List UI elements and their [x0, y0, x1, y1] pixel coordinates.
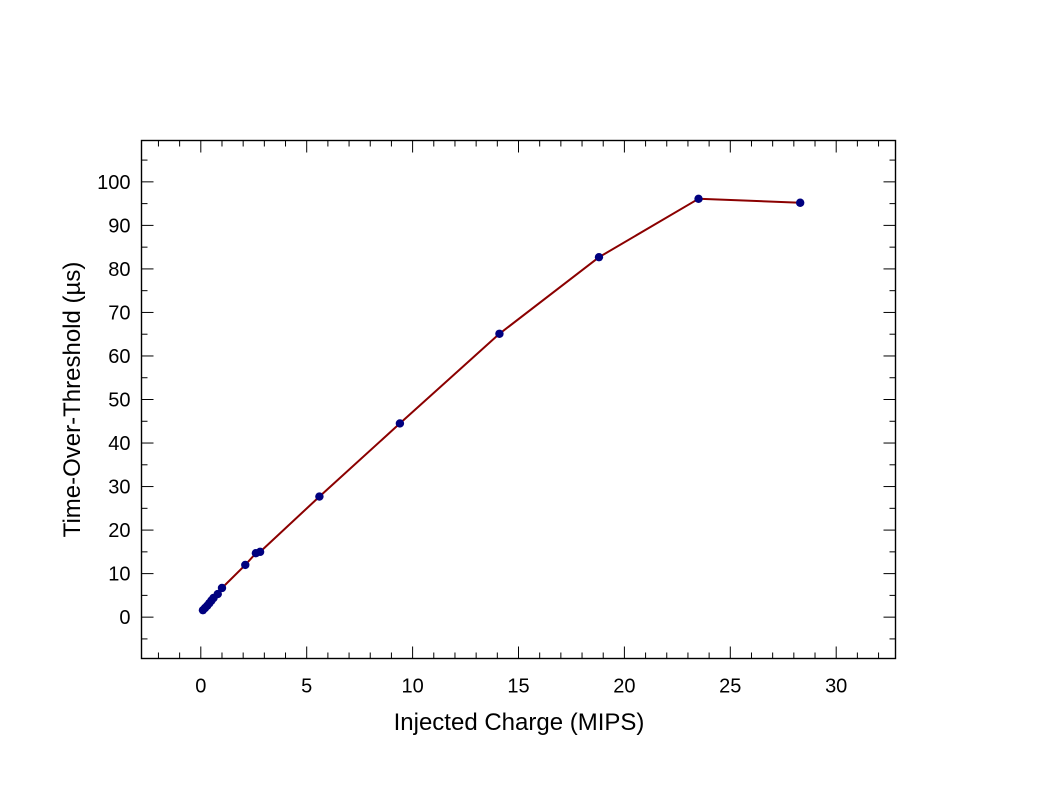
data-point — [495, 329, 504, 338]
x-tick-label: 0 — [195, 676, 206, 698]
data-point — [594, 252, 604, 262]
y-tick-label: 40 — [108, 433, 130, 455]
y-tick-label: 0 — [119, 607, 130, 629]
y-tick-label: 10 — [108, 564, 130, 586]
series-layer — [198, 194, 805, 615]
data-point — [255, 547, 265, 557]
tick-marks — [141, 140, 896, 659]
x-tick-label: 25 — [719, 676, 741, 698]
y-tick-label: 50 — [108, 390, 130, 412]
x-axis-title: Injected Charge (MIPS) — [394, 709, 645, 736]
x-tick-label: 20 — [613, 676, 635, 698]
data-point — [217, 583, 227, 593]
y-tick-label: 70 — [108, 302, 130, 324]
y-axis-title: Time-Over-Threshold (µs) — [59, 262, 86, 538]
x-tick-labels: 0 5 10 15 20 25 30 — [195, 676, 847, 698]
data-point — [315, 492, 324, 501]
y-tick-label: 90 — [108, 215, 130, 237]
plot-frame — [140, 139, 897, 660]
x-tick-label: 5 — [301, 676, 312, 698]
data-point — [694, 194, 703, 204]
y-tick-labels: 0 10 20 30 40 50 60 70 80 90 100 — [97, 172, 130, 629]
y-tick-label: 80 — [108, 259, 130, 281]
y-tick-label: 100 — [97, 172, 130, 194]
x-tick-label: 30 — [825, 676, 847, 698]
x-tick-label: 10 — [401, 676, 423, 698]
data-point — [395, 419, 405, 428]
data-point — [213, 589, 222, 599]
y-tick-label: 20 — [108, 520, 130, 542]
y-tick-label: 30 — [108, 477, 130, 499]
data-point — [241, 560, 250, 570]
x-tick-label: 15 — [507, 676, 529, 698]
y-tick-label: 60 — [108, 346, 130, 368]
data-point — [795, 198, 805, 207]
